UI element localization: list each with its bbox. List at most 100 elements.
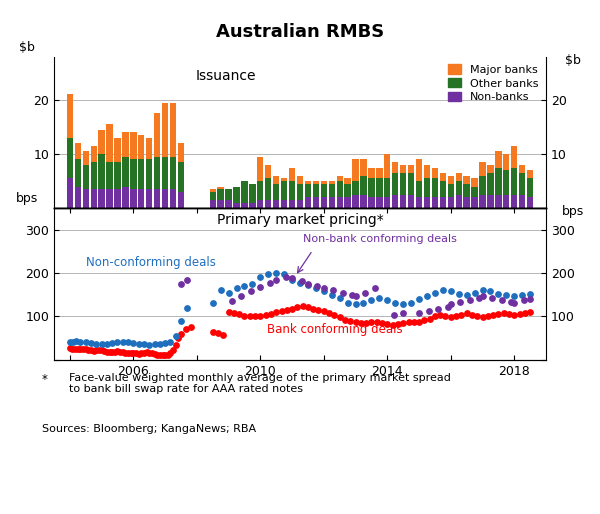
Bar	[463, 197, 470, 208]
Bar	[146, 159, 152, 189]
Bar	[337, 181, 343, 197]
Bar	[297, 200, 303, 208]
Bar	[432, 168, 438, 178]
Point	[89, 346, 98, 355]
Bar	[138, 159, 145, 189]
Point	[389, 311, 398, 319]
Point	[374, 293, 384, 302]
Bar	[257, 157, 263, 181]
Point	[451, 313, 461, 321]
Bar	[241, 203, 248, 208]
Point	[81, 338, 91, 346]
Bar	[74, 187, 81, 208]
Bar	[527, 178, 533, 197]
Y-axis label: bps: bps	[16, 192, 38, 205]
Bar	[361, 159, 367, 176]
Bar	[400, 195, 406, 208]
Point	[256, 273, 265, 282]
Point	[171, 332, 181, 340]
Bar	[209, 200, 216, 208]
Point	[83, 346, 93, 354]
Point	[313, 282, 322, 290]
Point	[526, 290, 535, 298]
Point	[136, 349, 146, 357]
Bar	[408, 165, 414, 173]
Bar	[249, 184, 256, 203]
Point	[236, 291, 246, 300]
Bar	[479, 195, 485, 208]
Text: Bank conforming deals: Bank conforming deals	[266, 323, 402, 336]
Bar	[368, 178, 374, 197]
Point	[488, 311, 498, 319]
Bar	[67, 138, 73, 178]
Bar	[313, 184, 319, 197]
Point	[457, 311, 466, 319]
Point	[131, 349, 140, 357]
Point	[314, 306, 323, 314]
Point	[229, 309, 239, 317]
Bar	[83, 189, 89, 208]
Bar	[408, 195, 414, 208]
Point	[340, 316, 350, 324]
Point	[430, 313, 440, 321]
Point	[277, 307, 286, 316]
Point	[446, 287, 455, 296]
Bar	[400, 165, 406, 173]
Point	[248, 280, 257, 288]
Point	[265, 279, 275, 287]
Point	[303, 280, 313, 288]
Bar	[344, 197, 351, 208]
Bar	[432, 197, 438, 208]
Point	[280, 270, 289, 278]
Bar	[495, 168, 502, 195]
Text: Primary market pricing*: Primary market pricing*	[217, 213, 383, 227]
Bar	[106, 124, 113, 162]
Point	[443, 302, 452, 310]
Point	[517, 291, 527, 299]
Bar	[217, 200, 224, 208]
Bar	[416, 159, 422, 181]
Bar	[432, 178, 438, 197]
Bar	[479, 176, 485, 195]
Bar	[344, 184, 351, 197]
Point	[425, 315, 434, 323]
Bar	[217, 187, 224, 189]
Bar	[479, 162, 485, 176]
Point	[409, 318, 418, 326]
Point	[91, 346, 101, 354]
Bar	[67, 95, 73, 138]
Point	[115, 347, 125, 356]
Point	[356, 319, 366, 327]
Point	[391, 299, 400, 307]
Bar	[527, 170, 533, 178]
Point	[298, 302, 307, 310]
Point	[155, 351, 164, 359]
Point	[97, 340, 106, 348]
Point	[311, 284, 320, 292]
Point	[182, 325, 191, 334]
Point	[271, 276, 281, 284]
Bar	[352, 195, 359, 208]
Bar	[440, 173, 446, 181]
Point	[173, 334, 183, 342]
Point	[446, 313, 455, 321]
Bar	[448, 197, 454, 208]
Point	[145, 341, 154, 349]
Bar	[320, 184, 327, 197]
Point	[81, 345, 91, 354]
Bar	[115, 189, 121, 208]
Bar	[392, 195, 398, 208]
Point	[256, 283, 265, 291]
Point	[515, 310, 524, 318]
Point	[208, 299, 218, 307]
Point	[224, 308, 233, 316]
Bar	[361, 195, 367, 208]
Point	[433, 305, 443, 313]
Point	[271, 269, 281, 277]
Bar	[463, 176, 470, 184]
Point	[176, 317, 186, 325]
Point	[282, 306, 292, 314]
Bar	[154, 157, 160, 189]
Point	[465, 296, 475, 304]
Bar	[400, 173, 406, 195]
